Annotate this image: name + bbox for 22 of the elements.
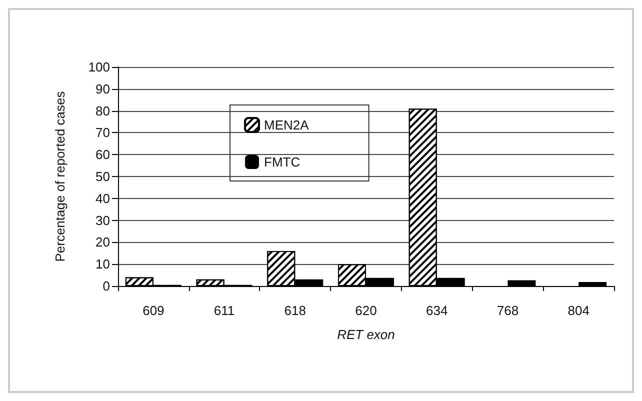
x-axis-title: RET exon [337,327,395,342]
x-tick-label: 804 [568,303,590,318]
y-tick-label: 20 [96,234,110,250]
legend-label: FMTC [264,154,300,170]
y-tick-label: 90 [96,81,110,96]
y-tick-label: 30 [96,212,110,228]
y-tick-label: 40 [96,190,110,206]
x-tick-label: 634 [426,303,448,318]
x-tick-label: 609 [142,303,164,318]
y-tick-label: 80 [96,103,110,118]
legend-label: MEN2A [264,118,310,132]
x-tick-label: 611 [214,303,235,318]
x-tick-label: 618 [284,303,306,318]
y-tick-label: 50 [96,169,110,184]
y-tick-label: 60 [96,147,110,162]
y-tick-label: 10 [96,256,110,272]
x-tick-label: 620 [355,303,377,318]
y-tick-label: 70 [96,125,110,140]
y-tick-label: 0 [102,278,110,294]
y-tick-label: 100 [88,60,110,74]
x-tick-label: 768 [496,303,519,318]
y-axis-title: Percentage of reported cases [52,90,68,262]
